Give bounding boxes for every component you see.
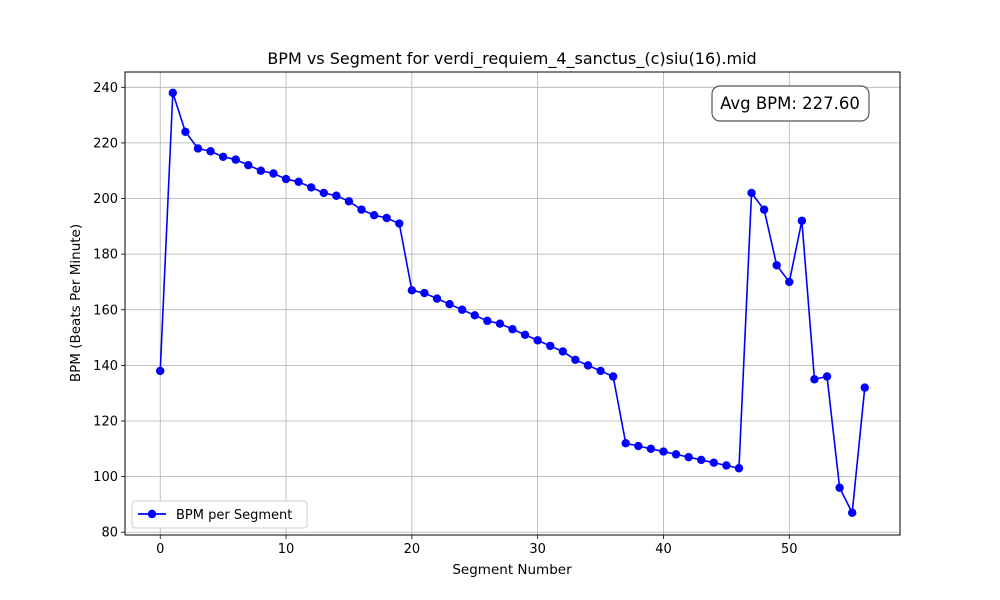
axis-ticks: 0 10 20 30 40 50 80 100 120 140 160 180 200 220 240 [93, 81, 797, 557]
x-tick-label: 0 [156, 542, 164, 557]
data-point [684, 452, 693, 462]
y-tick-label: 120 [93, 414, 118, 429]
data-point [697, 455, 706, 465]
data-point [269, 169, 278, 178]
data-point [709, 458, 718, 467]
legend-marker [147, 509, 157, 519]
data-point [281, 174, 291, 184]
data-point [181, 127, 190, 136]
avg-bpm-annotation: Avg BPM: 227.60 [711, 85, 870, 122]
series-layer [156, 88, 869, 517]
data-point [156, 366, 165, 376]
data-point [294, 177, 303, 187]
y-tick-label: 220 [93, 136, 118, 151]
data-point [483, 316, 492, 326]
data-point [596, 366, 605, 376]
data-point [168, 88, 178, 98]
y-tick-label: 180 [93, 248, 118, 263]
data-point [608, 372, 618, 381]
data-point [244, 160, 253, 170]
y-tick-label: 160 [93, 303, 118, 318]
x-axis-label: Segment Number [452, 562, 572, 578]
chart-title: BPM vs Segment for verdi_requiem_4_sanct… [267, 49, 756, 69]
data-point [722, 461, 731, 470]
legend: BPM per Segment [131, 500, 308, 529]
plot-frame [124, 71, 901, 536]
legend-box [131, 500, 308, 529]
data-point [395, 219, 404, 228]
data-point [344, 197, 354, 206]
data-point [671, 450, 681, 459]
data-point [533, 336, 542, 345]
data-point [558, 347, 568, 356]
data-point [646, 444, 656, 453]
data-point [772, 261, 781, 270]
x-tick-label: 40 [655, 542, 672, 557]
y-axis-label: BPM (Beats Per Minute) [68, 224, 84, 382]
data-point [621, 439, 630, 448]
data-point [785, 277, 794, 287]
data-point [508, 325, 517, 334]
data-point [546, 341, 555, 351]
data-point [810, 375, 819, 384]
y-tick-label: 200 [93, 192, 118, 207]
grid [125, 72, 900, 535]
y-tick-label: 240 [93, 81, 118, 96]
data-point [734, 464, 744, 473]
data-point [445, 299, 454, 309]
x-tick-label: 50 [781, 542, 798, 557]
data-point [457, 305, 467, 314]
data-point [495, 319, 505, 328]
data-point [218, 152, 228, 162]
data-point [369, 211, 379, 220]
data-point [382, 213, 391, 223]
data-point [407, 286, 417, 295]
legend-label: BPM per Segment [176, 508, 292, 523]
y-tick-label: 100 [93, 470, 118, 485]
data-point [747, 188, 756, 198]
data-point [634, 441, 643, 451]
data-point [571, 355, 580, 365]
data-point [659, 447, 668, 456]
data-point [193, 144, 203, 153]
data-point [231, 155, 240, 164]
data-point [420, 288, 429, 298]
y-tick-label: 80 [101, 526, 118, 541]
data-point [847, 508, 857, 517]
data-point [319, 188, 328, 198]
x-tick-label: 10 [278, 542, 295, 557]
y-tick-label: 140 [93, 359, 118, 374]
data-point [583, 361, 593, 370]
data-point [307, 183, 316, 192]
data-point [797, 216, 807, 225]
data-point [206, 147, 215, 156]
data-point [759, 205, 769, 214]
data-point [860, 383, 869, 392]
data-point [835, 483, 844, 492]
data-point [332, 191, 341, 200]
data-point [822, 372, 832, 381]
x-tick-label: 20 [404, 542, 421, 557]
x-tick-label: 30 [529, 542, 546, 557]
annotation-box [711, 85, 870, 122]
data-point [256, 166, 266, 175]
annotation-text: Avg BPM: 227.60 [720, 94, 860, 113]
data-point [357, 205, 366, 214]
data-point [470, 311, 479, 320]
data-point [432, 294, 442, 303]
data-point [520, 330, 530, 339]
